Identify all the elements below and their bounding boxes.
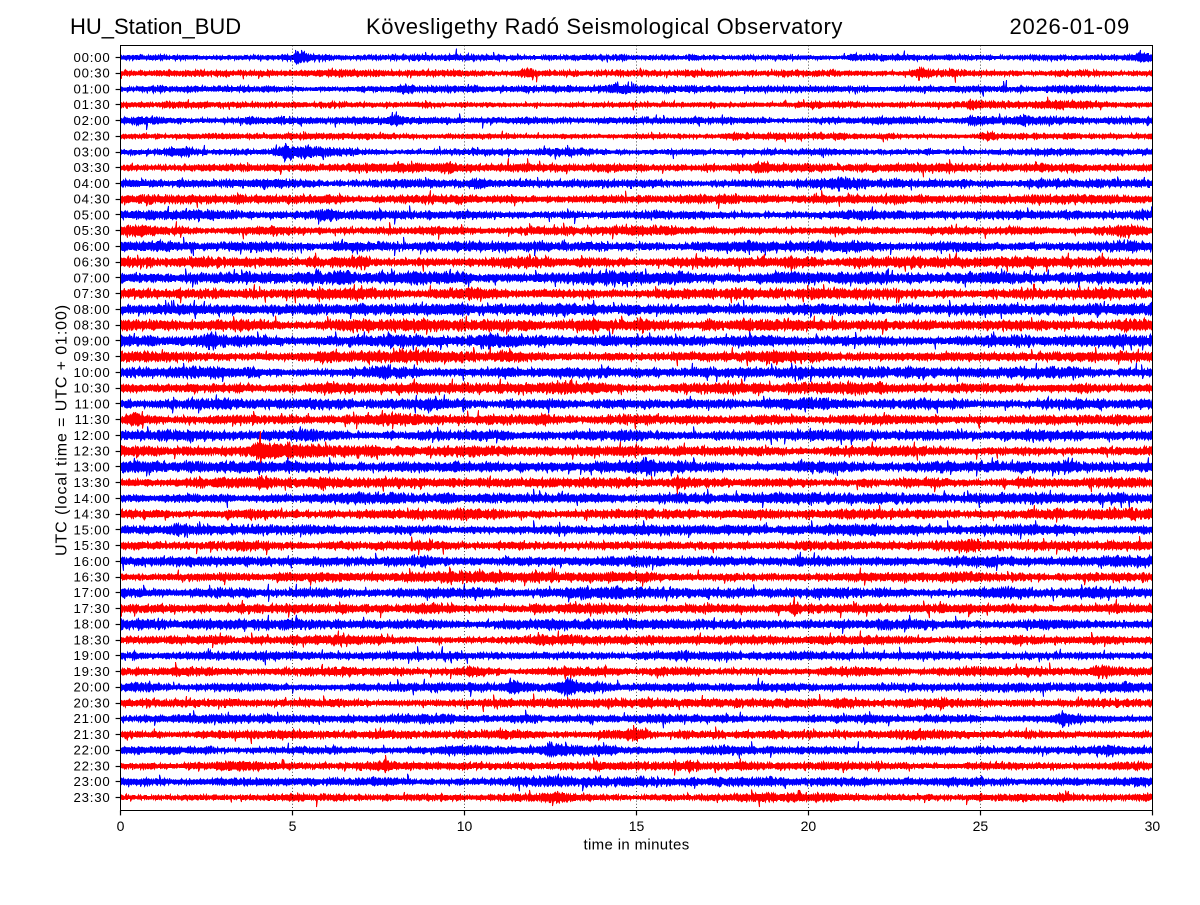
- svg-text:15:00: 15:00: [73, 522, 110, 537]
- svg-text:17:30: 17:30: [73, 601, 110, 616]
- svg-text:20:00: 20:00: [73, 680, 110, 695]
- svg-text:12:30: 12:30: [73, 444, 110, 459]
- svg-text:09:30: 09:30: [73, 349, 110, 364]
- svg-text:08:30: 08:30: [73, 318, 110, 333]
- svg-text:11:00: 11:00: [74, 396, 110, 411]
- svg-text:01:30: 01:30: [73, 97, 110, 112]
- svg-text:25: 25: [973, 818, 989, 834]
- svg-text:14:30: 14:30: [73, 507, 110, 522]
- svg-text:Kövesligethy Radó Seismologica: Kövesligethy Radó Seismological Observat…: [366, 14, 843, 39]
- svg-text:12:00: 12:00: [73, 428, 110, 443]
- svg-text:09:00: 09:00: [73, 333, 110, 348]
- svg-text:30: 30: [1145, 818, 1161, 834]
- svg-text:00:30: 00:30: [73, 66, 110, 81]
- svg-text:HU_Station_BUD: HU_Station_BUD: [70, 14, 241, 39]
- svg-text:13:30: 13:30: [73, 475, 110, 490]
- svg-text:15: 15: [629, 818, 645, 834]
- svg-text:04:00: 04:00: [73, 176, 110, 191]
- svg-text:2026-01-09: 2026-01-09: [1009, 14, 1130, 39]
- svg-text:03:00: 03:00: [73, 144, 110, 159]
- svg-text:17:00: 17:00: [73, 585, 110, 600]
- svg-text:16:30: 16:30: [73, 569, 110, 584]
- svg-text:00:00: 00:00: [73, 50, 110, 65]
- svg-text:10:00: 10:00: [73, 365, 110, 380]
- svg-text:03:30: 03:30: [73, 160, 110, 175]
- svg-text:11:30: 11:30: [74, 412, 110, 427]
- svg-text:5: 5: [289, 818, 297, 834]
- svg-text:05:00: 05:00: [73, 207, 110, 222]
- svg-text:07:00: 07:00: [73, 270, 110, 285]
- svg-text:21:30: 21:30: [73, 727, 110, 742]
- svg-text:07:30: 07:30: [73, 286, 110, 301]
- svg-text:14:00: 14:00: [73, 491, 110, 506]
- svg-text:06:00: 06:00: [73, 239, 110, 254]
- svg-text:20:30: 20:30: [73, 695, 110, 710]
- svg-text:18:30: 18:30: [73, 632, 110, 647]
- svg-text:22:30: 22:30: [73, 758, 110, 773]
- svg-text:20: 20: [801, 818, 817, 834]
- svg-text:02:30: 02:30: [73, 129, 110, 144]
- svg-text:23:30: 23:30: [73, 790, 110, 805]
- svg-text:19:00: 19:00: [73, 648, 110, 663]
- svg-text:18:00: 18:00: [73, 617, 110, 632]
- svg-text:08:00: 08:00: [73, 302, 110, 317]
- svg-text:04:30: 04:30: [73, 192, 110, 207]
- svg-text:10:30: 10:30: [73, 381, 110, 396]
- svg-text:19:30: 19:30: [73, 664, 110, 679]
- svg-text:time in minutes: time in minutes: [583, 837, 689, 854]
- svg-text:13:00: 13:00: [73, 459, 110, 474]
- svg-text:UTC (local time = UTC + 01:00): UTC (local time = UTC + 01:00): [54, 304, 71, 556]
- svg-text:23:00: 23:00: [73, 774, 110, 789]
- svg-text:0: 0: [117, 818, 125, 834]
- svg-text:05:30: 05:30: [73, 223, 110, 238]
- svg-text:15:30: 15:30: [73, 538, 110, 553]
- svg-text:10: 10: [457, 818, 473, 834]
- svg-text:01:00: 01:00: [73, 81, 110, 96]
- svg-text:02:00: 02:00: [73, 113, 110, 128]
- svg-text:16:00: 16:00: [73, 554, 110, 569]
- svg-text:22:00: 22:00: [73, 743, 110, 758]
- svg-text:21:00: 21:00: [73, 711, 110, 726]
- svg-text:06:30: 06:30: [73, 255, 110, 270]
